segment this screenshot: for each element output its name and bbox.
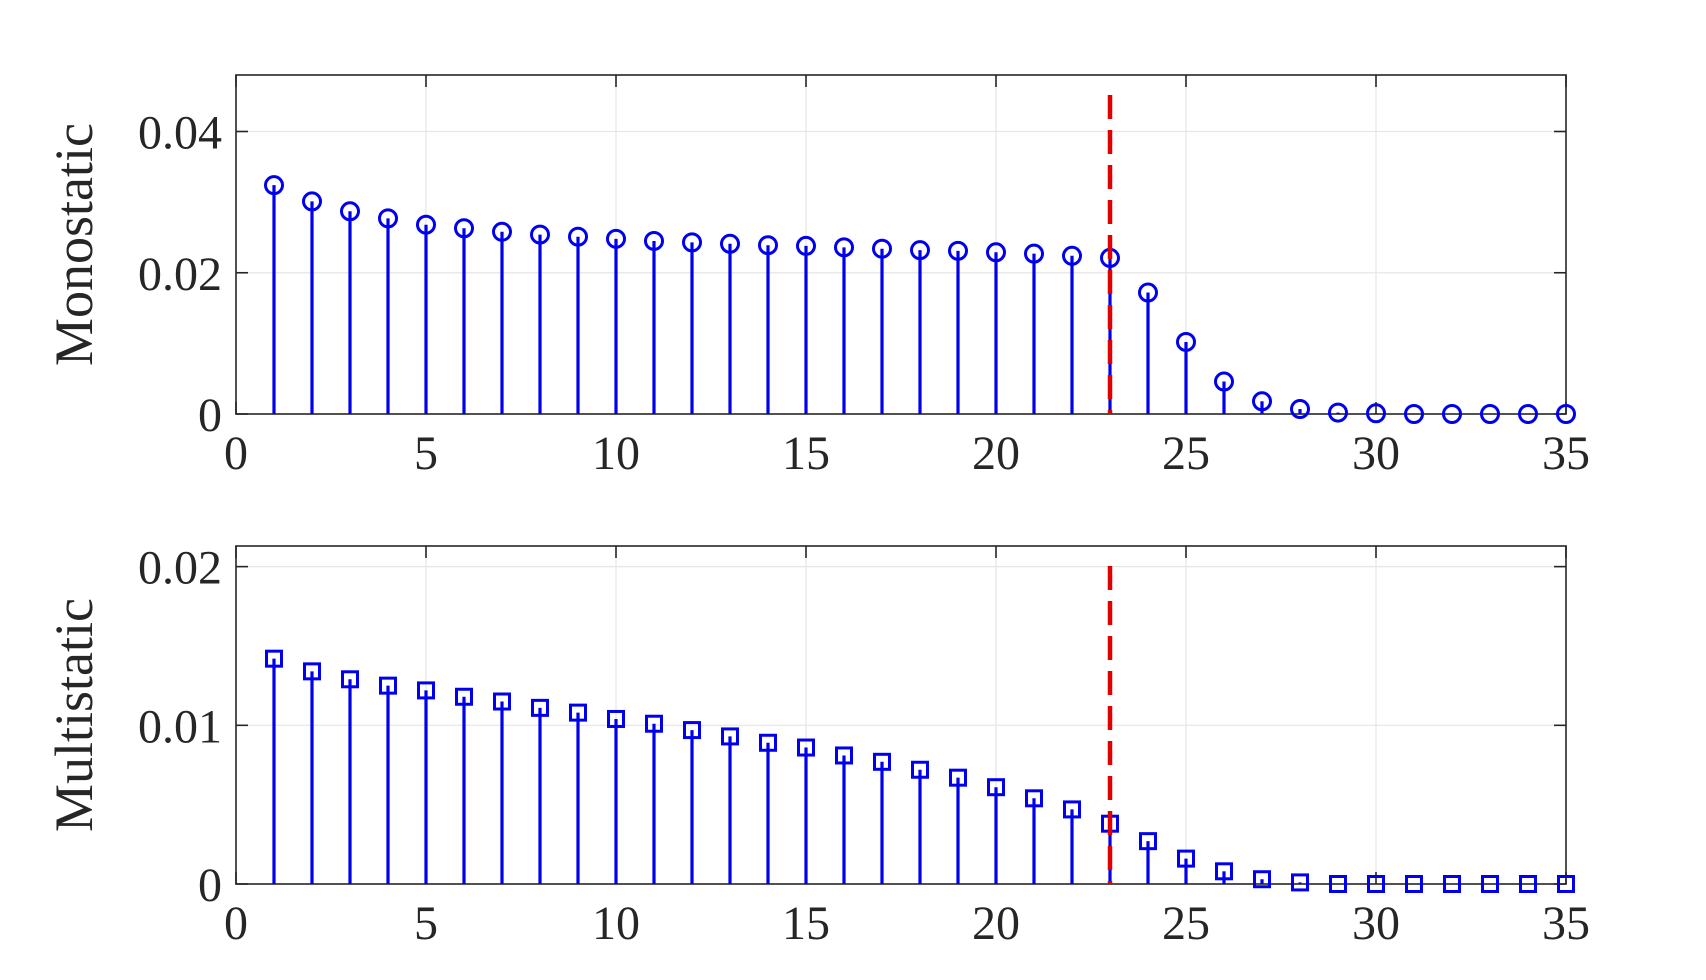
axes-box bbox=[235, 545, 1567, 885]
stem-marker bbox=[1329, 875, 1347, 893]
x-tick-label: 5 bbox=[414, 427, 438, 480]
stem-marker bbox=[1556, 404, 1576, 424]
stem-marker bbox=[758, 235, 778, 256]
x-tick-label: 15 bbox=[782, 897, 830, 950]
stem-marker bbox=[1519, 875, 1537, 893]
stem-marker bbox=[606, 228, 626, 249]
y-axis-title: Monostatic bbox=[44, 123, 104, 366]
x-tick-label: 0 bbox=[224, 897, 248, 950]
stem-marker bbox=[949, 768, 967, 787]
plot-area bbox=[236, 546, 1566, 884]
stem-marker bbox=[1366, 403, 1386, 424]
stem-marker bbox=[720, 233, 740, 254]
monostatic-panel: 0 5 10 15 20 25 30 35 0 0.02 0.04 Monostatic bbox=[44, 74, 1590, 480]
stem-marker bbox=[911, 760, 929, 779]
x-tick-label: 10 bbox=[592, 427, 640, 480]
stem-marker bbox=[644, 230, 664, 251]
y-tick-label: 0.01 bbox=[138, 700, 222, 753]
stem-marker bbox=[987, 778, 1005, 797]
stem-marker bbox=[568, 226, 588, 247]
y-tick-label: 0.02 bbox=[138, 248, 222, 301]
stem-marker bbox=[264, 175, 284, 196]
stem-marker bbox=[1290, 399, 1310, 420]
stem-marker bbox=[872, 238, 892, 259]
stem-marker bbox=[1557, 875, 1575, 893]
stem-marker bbox=[682, 232, 702, 253]
stem-marker bbox=[1291, 873, 1309, 892]
x-tick-label: 20 bbox=[972, 897, 1020, 950]
stem-marker bbox=[378, 208, 398, 229]
stem-marker bbox=[341, 670, 359, 689]
stem-marker bbox=[1405, 875, 1423, 893]
x-tick-label: 30 bbox=[1352, 427, 1400, 480]
stem-marker bbox=[873, 752, 891, 771]
stem-marker bbox=[454, 218, 474, 239]
x-tick-label: 30 bbox=[1352, 897, 1400, 950]
y-axis-title: Multistatic bbox=[44, 598, 104, 832]
stem-marker bbox=[1442, 404, 1462, 424]
stem-marker bbox=[645, 714, 663, 733]
stem-marker bbox=[1177, 849, 1195, 868]
stem-marker bbox=[834, 237, 854, 258]
axes-box bbox=[235, 74, 1567, 415]
stem-marker bbox=[531, 698, 549, 717]
stem-marker bbox=[492, 221, 512, 242]
multistatic-panel: 0 5 10 15 20 25 30 35 0 0.01 0.02 Multistatic bbox=[44, 542, 1590, 950]
stem-marker bbox=[1063, 800, 1081, 819]
stem-marker bbox=[1215, 862, 1233, 881]
stem-marker bbox=[796, 235, 816, 256]
stem-marker bbox=[835, 746, 853, 765]
stem-marker bbox=[1025, 789, 1043, 808]
x-tick-label: 10 bbox=[592, 897, 640, 950]
x-tick-label: 35 bbox=[1542, 427, 1590, 480]
stem-marker bbox=[1480, 404, 1500, 424]
stem-marker bbox=[1024, 243, 1044, 264]
y-tick-label: 0 bbox=[198, 859, 222, 912]
stem-marker bbox=[530, 224, 550, 245]
stem-marker bbox=[607, 709, 625, 728]
x-tick-label: 25 bbox=[1162, 427, 1210, 480]
stem-marker bbox=[759, 733, 777, 752]
stem-marker bbox=[1138, 282, 1158, 303]
stem-marker bbox=[986, 242, 1006, 263]
stem-marker bbox=[1367, 875, 1385, 893]
stem-marker bbox=[1404, 404, 1424, 424]
stem-marker bbox=[1214, 371, 1234, 392]
stem-marker bbox=[455, 687, 473, 706]
stem-marker bbox=[683, 721, 701, 740]
stem-marker bbox=[1253, 870, 1271, 889]
x-tick-label: 0 bbox=[224, 427, 248, 480]
stem-marker bbox=[303, 662, 321, 681]
stem-marker bbox=[379, 676, 397, 695]
stem-marker bbox=[721, 727, 739, 746]
stem-marker bbox=[340, 201, 360, 222]
stem-marker bbox=[797, 738, 815, 757]
y-tick-label: 0.04 bbox=[138, 107, 222, 160]
x-tick-label: 25 bbox=[1162, 897, 1210, 950]
stem-marker bbox=[1518, 404, 1538, 424]
stem-marker bbox=[569, 703, 587, 722]
stem-marker bbox=[416, 214, 436, 235]
x-tick-label: 5 bbox=[414, 897, 438, 950]
stem-marker bbox=[1252, 391, 1272, 412]
plot-area bbox=[236, 75, 1566, 414]
stem-marker bbox=[910, 240, 930, 261]
x-tick-label: 35 bbox=[1542, 897, 1590, 950]
stem-marker bbox=[1139, 832, 1157, 851]
y-tick-label: 0 bbox=[198, 389, 222, 442]
stem-marker bbox=[1328, 402, 1348, 423]
stem-marker bbox=[265, 649, 283, 668]
stem-marker bbox=[1176, 331, 1196, 352]
stem-marker bbox=[302, 191, 322, 212]
stem-marker bbox=[1062, 245, 1082, 266]
stem-marker bbox=[1481, 875, 1499, 893]
x-tick-label: 20 bbox=[972, 427, 1020, 480]
stem-marker bbox=[417, 681, 435, 700]
stem-marker bbox=[1443, 875, 1461, 893]
stem-marker bbox=[493, 692, 511, 711]
y-tick-label: 0.02 bbox=[138, 542, 222, 595]
x-tick-label: 15 bbox=[782, 427, 830, 480]
stem-marker bbox=[948, 240, 968, 261]
